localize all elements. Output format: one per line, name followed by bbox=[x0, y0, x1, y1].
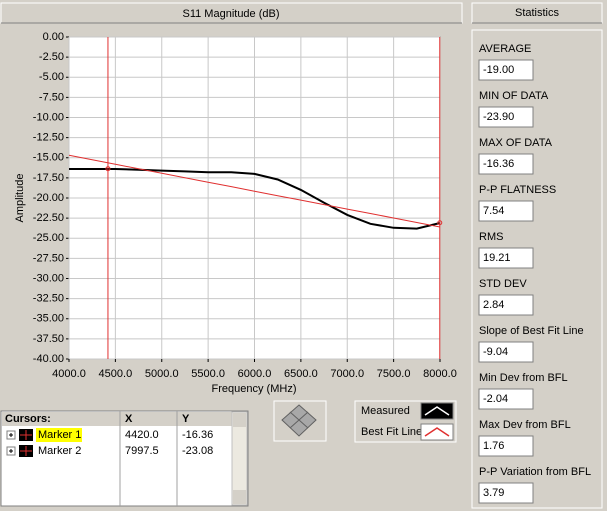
legend-label: Measured bbox=[361, 405, 410, 417]
stat-value: -9.04 bbox=[483, 346, 508, 358]
legend-label: Best Fit Line bbox=[361, 426, 422, 438]
series-line bbox=[68, 154, 441, 228]
scrollbar[interactable] bbox=[231, 411, 248, 506]
stats-title: Statistics bbox=[515, 7, 560, 19]
cursor-table-header bbox=[2, 412, 232, 426]
y-tick-label: -10.00 bbox=[33, 111, 64, 123]
stat-value: 7.54 bbox=[483, 205, 504, 217]
x-tick-label: 6500.0 bbox=[284, 368, 318, 380]
stats-list: AVERAGE -19.00 MIN OF DATA -23.90 MAX OF DAT… bbox=[478, 43, 591, 504]
cursor-name: Marker 2 bbox=[38, 445, 81, 457]
legend-items: Measured Best Fit Line bbox=[361, 402, 454, 441]
cursor-x: 7997.5 bbox=[125, 445, 159, 457]
y-tick-label: -5.00 bbox=[39, 71, 64, 83]
y-tick-label: -22.50 bbox=[33, 212, 64, 224]
stat-label: Max Dev from BFL bbox=[479, 419, 571, 431]
expand-plus bbox=[9, 449, 13, 453]
stat-label: P-P Variation from BFL bbox=[479, 466, 591, 478]
stat-label: Slope of Best Fit Line bbox=[479, 325, 584, 337]
cursor-icon-cross bbox=[20, 430, 32, 440]
stat-value: 1.76 bbox=[483, 440, 504, 452]
stat-box bbox=[478, 294, 534, 316]
stat-value: 19.21 bbox=[483, 252, 511, 264]
stat-value: -2.04 bbox=[483, 393, 508, 405]
cursor-table bbox=[0, 410, 249, 507]
cursor-point bbox=[437, 220, 443, 226]
stat-box bbox=[478, 388, 534, 410]
y-axis-title: Amplitude bbox=[14, 174, 26, 223]
legend-swatch bbox=[424, 406, 450, 416]
y-tick-label: -15.00 bbox=[33, 152, 64, 164]
stat-box bbox=[478, 106, 534, 128]
cursor-y: -16.36 bbox=[182, 429, 213, 441]
cursor-y: -23.08 bbox=[182, 445, 213, 457]
table-header: Cursors: bbox=[5, 413, 51, 425]
cursor-point bbox=[105, 166, 111, 172]
legend-swatch bbox=[424, 427, 450, 437]
y-tick-label: -20.00 bbox=[33, 192, 64, 204]
stat-box bbox=[478, 200, 534, 222]
table-header: Y bbox=[182, 413, 190, 425]
x-tick-label: 4000.0 bbox=[52, 368, 86, 380]
stat-label: STD DEV bbox=[479, 278, 527, 290]
x-tick-label: 5000.0 bbox=[145, 368, 179, 380]
legend-swatch-box bbox=[420, 402, 454, 420]
legend-swatch-box bbox=[420, 423, 454, 441]
diamond-line bbox=[289, 411, 309, 429]
stat-box bbox=[478, 59, 534, 81]
stat-box bbox=[478, 482, 534, 504]
y-tick-label: -35.00 bbox=[33, 313, 64, 325]
x-axis-title: Frequency (MHz) bbox=[212, 383, 297, 395]
stat-box bbox=[478, 247, 534, 269]
y-tick-label: -30.00 bbox=[33, 272, 64, 284]
scroll-down[interactable] bbox=[233, 490, 246, 504]
chart-title: S11 Magnitude (dB) bbox=[182, 8, 279, 20]
x-tick-label: 4500.0 bbox=[99, 368, 133, 380]
y-tick-label: 0.00 bbox=[43, 31, 64, 43]
x-tick-label: 5500.0 bbox=[191, 368, 225, 380]
y-tick-label: -27.50 bbox=[33, 252, 64, 264]
cursor-rows: Cursors: X Y Marker 1 4420.0 -16.36 Marker 2 79… bbox=[5, 413, 213, 457]
stat-box bbox=[478, 435, 534, 457]
stat-value: 2.84 bbox=[483, 299, 504, 311]
table-header: X bbox=[125, 413, 133, 425]
y-tick-label: -2.50 bbox=[39, 51, 64, 63]
expand-plus bbox=[9, 433, 13, 437]
stat-label: MIN OF DATA bbox=[479, 90, 549, 102]
x-tick-label: 7000.0 bbox=[330, 368, 364, 380]
selected-highlight bbox=[36, 428, 82, 442]
stat-value: -19.00 bbox=[483, 64, 514, 76]
series-line bbox=[69, 168, 441, 230]
stat-box bbox=[478, 153, 534, 175]
cursor-name: Marker 1 bbox=[38, 429, 81, 441]
stat-label: P-P FLATNESS bbox=[479, 184, 556, 196]
stat-label: Min Dev from BFL bbox=[479, 372, 568, 384]
x-tick-label: 8000.0 bbox=[423, 368, 457, 380]
scroll-up[interactable] bbox=[233, 413, 246, 427]
stat-value: -23.90 bbox=[483, 111, 514, 123]
y-tick-label: -12.50 bbox=[33, 132, 64, 144]
y-tick-label: -17.50 bbox=[33, 172, 64, 184]
stat-label: RMS bbox=[479, 231, 503, 243]
y-tick-label: -37.50 bbox=[33, 333, 64, 345]
stat-value: -16.36 bbox=[483, 158, 514, 170]
y-tick-label: -7.50 bbox=[39, 91, 64, 103]
y-tick-label: -25.00 bbox=[33, 232, 64, 244]
stat-value: 3.79 bbox=[483, 487, 504, 499]
cursor-x: 4420.0 bbox=[125, 429, 159, 441]
cursor-icon-cross bbox=[20, 446, 32, 456]
x-tick-label: 6000.0 bbox=[238, 368, 272, 380]
stat-label: MAX OF DATA bbox=[479, 137, 553, 149]
stat-box bbox=[478, 341, 534, 363]
x-tick-label: 7500.0 bbox=[377, 368, 411, 380]
y-tick-label: -32.50 bbox=[33, 293, 64, 305]
stat-label: AVERAGE bbox=[479, 43, 531, 55]
y-tick-label: -40.00 bbox=[33, 353, 64, 365]
